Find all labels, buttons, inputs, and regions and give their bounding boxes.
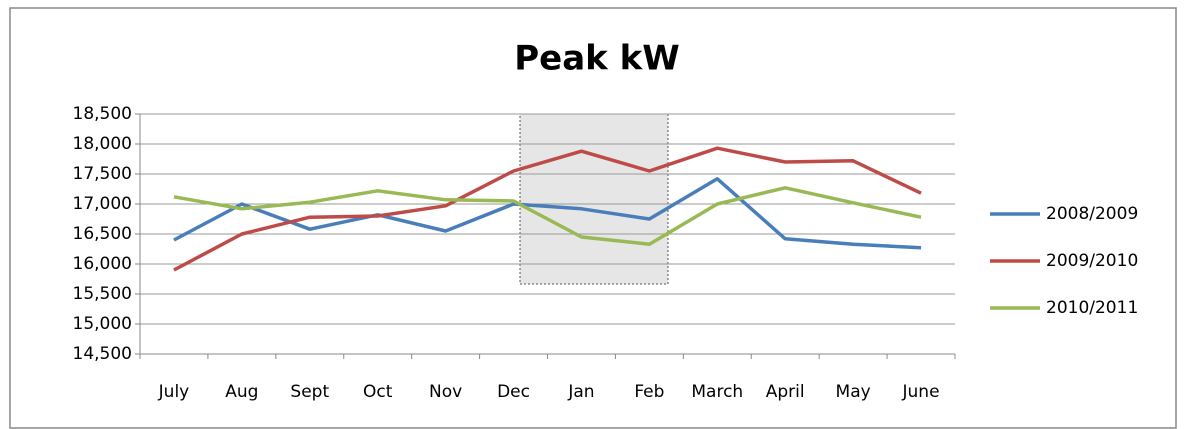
x-tick-label: Nov [429,382,462,402]
x-tick-label: March [691,382,743,402]
y-tick-label: 17,500 [73,164,132,184]
highlight-box [519,113,669,285]
legend-label: 2009/2010 [1046,251,1138,271]
y-tick-label: 14,500 [73,344,132,364]
x-tick-label: Jan [567,382,594,402]
x-tick-label: Dec [497,382,530,402]
y-tick-label: 16,500 [73,224,132,244]
x-tick-label: May [836,382,871,402]
x-tick-label: April [766,382,805,402]
y-tick-label: 17,000 [73,194,132,214]
y-tick-label: 15,500 [73,284,132,304]
y-tick-label: 18,500 [73,104,132,124]
x-tick-label: July [158,382,190,402]
y-tick-label: 15,000 [73,314,132,334]
legend-label: 2008/2009 [1046,204,1138,224]
x-tick-label: Feb [634,382,664,402]
x-tick-label: Oct [363,382,393,402]
series-line [173,186,922,246]
chart-title: Peak kW [514,39,679,79]
x-tick-label: June [902,382,940,402]
y-tick-label: 18,000 [73,134,132,154]
legend-label: 2010/2011 [1046,298,1138,318]
series-line [173,146,922,272]
y-tick-label: 16,000 [73,254,132,274]
x-tick-label: Aug [225,382,258,402]
series-line [173,177,922,250]
x-tick-label: Sept [290,382,329,402]
